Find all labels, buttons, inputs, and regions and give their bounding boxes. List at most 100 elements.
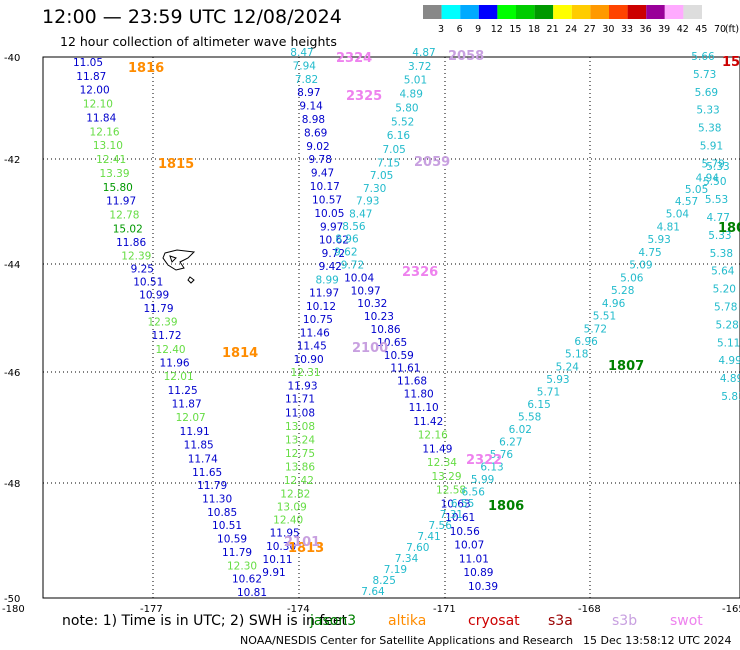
wave-height-value: 3.72: [408, 61, 431, 73]
wave-height-value: 9.47: [311, 168, 334, 180]
wave-height-value: 10.62: [319, 235, 349, 247]
graticule: [43, 57, 740, 598]
legend-tick-label: 12: [491, 24, 503, 35]
wave-height-value: 11.87: [172, 399, 202, 411]
wave-height-value: 10.11: [263, 554, 293, 566]
wave-height-value: 8.99: [315, 274, 338, 286]
wave-height-value: 11.87: [76, 71, 106, 83]
wave-height-value: 15.02: [113, 223, 143, 235]
wave-height-value: 7.64: [361, 586, 385, 598]
wave-height-value: 12.75: [285, 448, 315, 460]
wave-height-value: 5.73: [693, 69, 716, 81]
wave-height-value: 11.79: [143, 303, 173, 315]
pass-time-label: 1813: [288, 541, 324, 556]
pass-time-label: 1816: [128, 61, 164, 76]
wave-height-value: 13.08: [285, 421, 315, 433]
pass-time-label: 2326: [402, 265, 438, 280]
wave-height-value: 10.59: [384, 350, 414, 362]
generated-timestamp: 15 Dec 13:58:12 UTC 2024: [583, 634, 732, 647]
legend-swatch: [423, 5, 442, 19]
wave-height-value: 5.20: [713, 284, 736, 296]
pass-time-label: 2322: [466, 453, 502, 468]
legend-swatch: [646, 5, 665, 19]
wave-height-value: 10.97: [351, 285, 381, 297]
page-title: 12:00 — 23:59 UTC 12/08/2024: [42, 6, 342, 28]
wave-height-value: 5.04: [666, 209, 690, 221]
wave-height-value: 8.25: [373, 575, 396, 587]
wave-height-value: 4.99: [718, 355, 740, 367]
pass-time-label: 15: [722, 55, 740, 70]
wave-height-value: 12.42: [284, 475, 314, 487]
wave-height-value: 8.69: [304, 127, 327, 139]
wave-height-value: 11.46: [300, 327, 330, 339]
wave-height-value: 11.72: [151, 330, 181, 342]
sat-label-altika: altika: [388, 613, 427, 629]
lat-tick-label: -44: [4, 260, 20, 271]
wave-height-value: 5.01: [404, 75, 427, 87]
wave-height-value: 12.00: [80, 85, 110, 97]
legend-swatch: [460, 5, 479, 19]
wave-height-value: 10.61: [445, 512, 475, 524]
pass-time-label: 1807: [608, 359, 644, 374]
wave-height-value: 13.29: [431, 471, 461, 483]
wave-height-value: 10.81: [237, 587, 267, 599]
wave-height-value: 8.96: [335, 234, 359, 246]
legend-tick-label: 39: [658, 24, 670, 35]
wave-height-value: 4.77: [707, 212, 730, 224]
lon-tick-label: -174: [287, 604, 310, 615]
wave-height-value: 11.08: [285, 407, 315, 419]
wave-height-value: 4.87: [412, 47, 435, 59]
wave-height-value: 5.76: [490, 449, 514, 461]
wave-height-value: 12.40: [156, 344, 186, 356]
legend-swatch: [478, 5, 498, 19]
wave-height-value: 12.01: [164, 371, 194, 383]
wave-height-value: 13.86: [285, 462, 315, 474]
wave-height-value: 5.51: [593, 311, 616, 323]
wave-height-value: 7.82: [295, 74, 318, 86]
wave-height-value: 7.19: [384, 564, 407, 576]
wave-height-value: 5.24: [556, 361, 580, 373]
pass-time-label: 2101: [284, 535, 320, 550]
legend-swatch: [664, 5, 684, 19]
wave-height-value: 11.65: [192, 467, 222, 479]
wave-height-value: 11.45: [297, 341, 327, 353]
legend-swatch: [553, 5, 572, 19]
longitude-labels: -180 -177 -174 -171 -168 -165: [2, 604, 740, 615]
wave-height-value: 10.99: [139, 289, 169, 301]
wave-height-value: 11.84: [86, 112, 116, 124]
legend-unit-label: (ft): [725, 24, 739, 35]
wave-height-value: 5.69: [695, 87, 718, 99]
wave-height-value: 5.18: [565, 349, 588, 361]
wave-height-value: 11.80: [404, 388, 434, 400]
wave-height-value: 10.51: [212, 520, 242, 532]
wave-height-value: 4.94: [696, 172, 720, 184]
wave-height-value: 4.81: [657, 221, 680, 233]
wave-height-value: 13.24: [285, 434, 315, 446]
wave-height-value: 5.53: [705, 194, 728, 206]
wave-height-value: 5.28: [611, 285, 634, 297]
lon-tick-label: -177: [140, 604, 163, 615]
wave-height-value: 5.52: [391, 116, 414, 128]
wave-height-value: 11.95: [270, 528, 300, 540]
wave-height-value: 5.91: [700, 140, 723, 152]
wave-height-value: 11.85: [184, 440, 214, 452]
sat-label-cryosat: cryosat: [468, 613, 520, 629]
page-subtitle: 12 hour collection of altimeter wave hei…: [60, 34, 337, 49]
wave-height-value: 5.50: [703, 176, 726, 188]
color-scale-legend: 3 6 9 12 15 18 21 24 27 30 33 36 39 42 45 70(ft): [423, 5, 739, 35]
lon-tick-label: -171: [433, 604, 456, 615]
wave-height-value: 9.91: [262, 567, 285, 579]
wave-height-value: 9.62: [334, 247, 357, 259]
wave-height-value: 12.31: [291, 367, 321, 379]
wave-height-value: 5.33: [706, 161, 729, 173]
wave-height-value: 5.38: [698, 123, 721, 135]
legend-swatch: [590, 5, 609, 19]
pass-time-label: 2325: [346, 89, 382, 104]
wave-height-value: 5.33: [708, 230, 731, 242]
wave-height-value: 5.81: [721, 391, 740, 403]
legend-tick-label: 42: [677, 24, 689, 35]
legend-tick-label: 18: [528, 24, 540, 35]
wave-height-value: 6.16: [387, 130, 411, 142]
wave-height-value: 11.71: [285, 394, 315, 406]
